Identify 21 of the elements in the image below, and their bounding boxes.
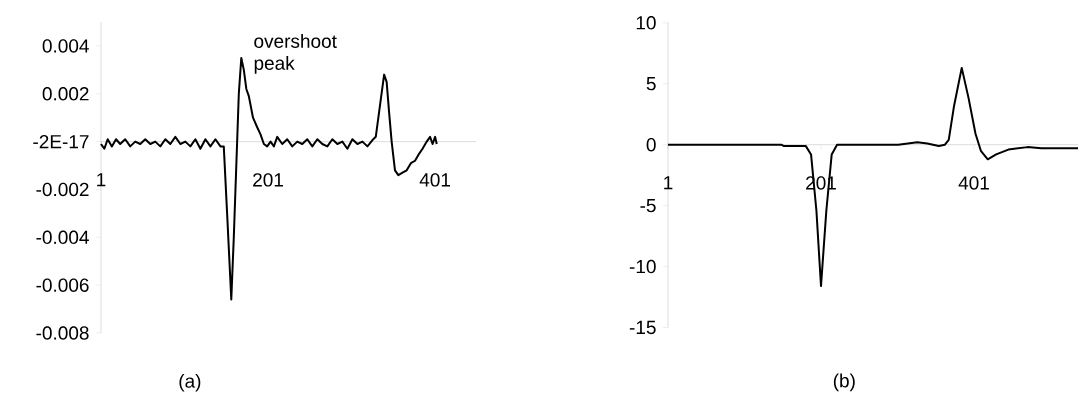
y-tick-label: -0.002 [36, 182, 89, 197]
y-tick-label: -0.006 [36, 278, 89, 292]
y-tick-label: 5 [646, 77, 656, 91]
y-tick-label: -0.008 [36, 326, 89, 340]
x-tick-label: 201 [253, 173, 283, 187]
y-tick-label: -0.004 [36, 230, 89, 245]
text: (b) [833, 373, 855, 392]
y-tick-label: -2E-17 [33, 134, 89, 149]
x-tick-label: 1 [664, 176, 673, 190]
y-tick-label: 0.004 [42, 39, 89, 53]
y-tick-label: 10 [636, 16, 656, 30]
annotation: overshoot peak [254, 33, 337, 74]
y-tick-label: -10 [629, 259, 656, 274]
x-tick-label: 401 [419, 173, 450, 187]
text: (a) [179, 373, 201, 392]
x-tick-label: 1 [97, 173, 106, 187]
y-tick-label: -15 [629, 320, 656, 335]
y-tick-label: -5 [640, 198, 656, 213]
y-tick-label: 0.002 [42, 87, 89, 101]
y-tick-label: 0 [646, 137, 656, 152]
x-tick-label: 401 [958, 176, 989, 190]
